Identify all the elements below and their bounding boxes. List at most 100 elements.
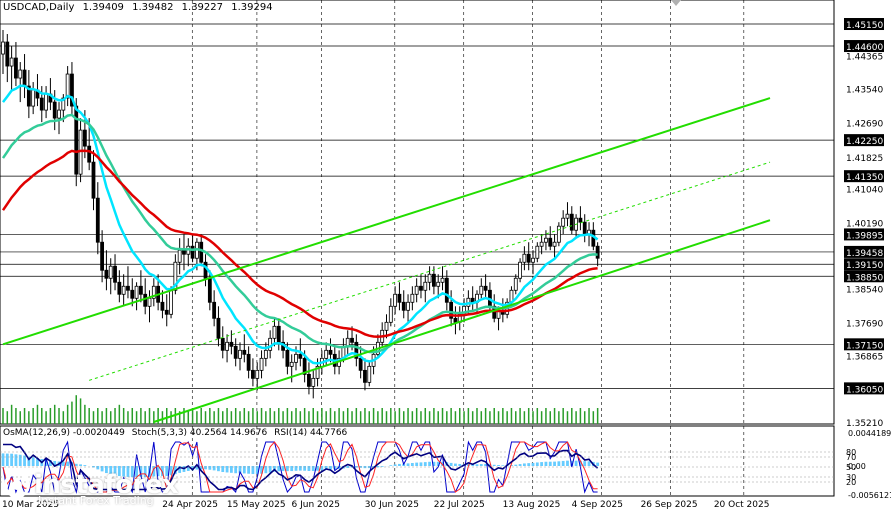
candle-body [483, 285, 488, 291]
osma-bar [109, 466, 113, 475]
candle-body [182, 249, 186, 255]
candle-body [199, 241, 204, 263]
osma-bar [195, 466, 199, 470]
candle-body [61, 97, 66, 111]
osma-bar [247, 466, 251, 474]
osma-bar [165, 466, 169, 476]
candle-body [203, 261, 208, 279]
chart-header: USDCAD,Daily 1.39409 1.39482 1.39227 1.3… [3, 2, 278, 13]
candle-body [238, 349, 242, 359]
x-tick-label: 4 Sep 2025 [572, 500, 623, 510]
candle-body [91, 161, 96, 199]
candle-body [565, 213, 570, 219]
candle-body [449, 301, 454, 319]
candle-body [173, 261, 178, 291]
osma-bar [346, 466, 350, 468]
osma-bar [96, 466, 100, 470]
osma-bar [329, 466, 332, 470]
osma-bar [479, 464, 483, 466]
osma-bar [570, 460, 574, 466]
candle-body [100, 241, 105, 271]
candle-body [108, 265, 113, 279]
osma-bar [48, 460, 52, 466]
symbol-label: USDCAD,Daily [3, 2, 75, 13]
candle-body [255, 369, 260, 379]
candle-body [518, 261, 522, 279]
osma-bar [221, 466, 225, 473]
osma-bar [208, 466, 212, 470]
channel-mid-line [89, 161, 771, 381]
candle-body [436, 281, 441, 287]
candle-body [552, 241, 557, 247]
osma-bar [83, 465, 87, 466]
y-tick-label: 1.40190 [846, 220, 883, 230]
x-tick-label: 15 May 2025 [227, 500, 286, 510]
level-label-bg [844, 18, 884, 31]
osma-bar [454, 463, 457, 466]
candle-body [384, 321, 389, 331]
osma-bar [178, 466, 182, 473]
candle-body [479, 285, 484, 295]
y-tick-label: 1.41825 [846, 154, 883, 164]
osma-axis-label: 0.0044189 [848, 429, 891, 438]
candle-body [367, 365, 372, 383]
osma-bar [398, 463, 401, 466]
level-label-bg [844, 228, 884, 241]
osma-bar [18, 454, 22, 466]
osma-bar [10, 453, 14, 466]
candle-body [419, 285, 423, 291]
candle-body [216, 317, 221, 339]
x-tick-label: 26 Sep 2025 [641, 500, 698, 510]
y-tick-label: 1.39150 [846, 261, 883, 271]
osma-label: OsMA(12,26,9) -0.0020449 [3, 428, 125, 438]
y-tick-label: 1.42690 [846, 120, 883, 130]
y-tick-label: 1.41350 [846, 173, 883, 183]
level-label-bg [844, 338, 884, 351]
osma-bar [212, 466, 216, 471]
candle-body [401, 301, 406, 311]
candle-body [397, 293, 402, 303]
osma-bar [260, 466, 263, 474]
osma-bar [5, 453, 9, 466]
y-tick-label: 1.45150 [846, 21, 883, 31]
candle-body [307, 373, 311, 387]
osma-bar [320, 466, 324, 471]
osma-bar [173, 466, 177, 475]
osma-bar [53, 460, 57, 466]
osma-bar [596, 462, 600, 466]
osma-bar [234, 466, 238, 474]
osma-bar [139, 466, 143, 478]
osma-bar [531, 462, 535, 466]
high-value: 1.39482 [132, 2, 174, 13]
candle-body [121, 285, 126, 295]
candle-body [423, 281, 428, 291]
level-label-bg [844, 258, 884, 271]
shift-marker-icon[interactable] [671, 0, 681, 6]
osma-bar [152, 466, 156, 477]
osma-bar [583, 461, 587, 466]
candle-body [410, 293, 415, 303]
y-tick-label: 1.43540 [846, 85, 883, 95]
x-tick-label: 20 Oct 2025 [714, 500, 770, 510]
y-tick-label: 1.38540 [846, 286, 883, 296]
osma-bar [186, 466, 190, 471]
candle-body [117, 281, 122, 295]
osma-bar [23, 455, 26, 466]
ema-mid-line [1, 113, 598, 354]
stoch-level-label: 50 [846, 463, 856, 472]
level-label-bg [844, 40, 884, 53]
candle-body [276, 325, 281, 343]
candle-body [82, 129, 87, 147]
candle-body [328, 349, 333, 355]
y-tick-label: 1.39895 [846, 231, 883, 241]
candle-body [113, 265, 117, 283]
candle-body [548, 237, 553, 247]
osma-bar [66, 461, 70, 466]
candle-body [358, 357, 363, 371]
candle-body [431, 273, 436, 287]
y-tick-label: 1.39458 [846, 249, 883, 259]
candle-body [1, 41, 5, 55]
level-label-bg [844, 382, 884, 395]
osma-bar [169, 466, 173, 476]
